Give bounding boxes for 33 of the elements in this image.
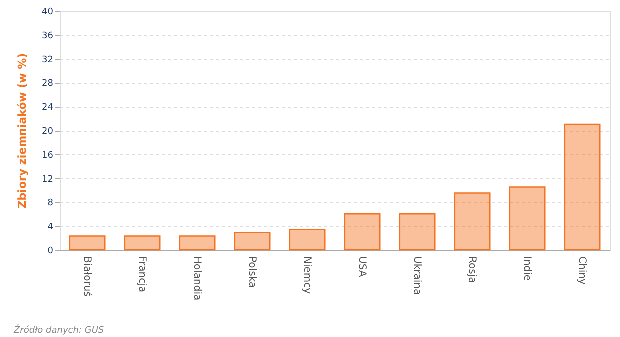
bar [124, 236, 161, 251]
y-tick-label: 40 [42, 8, 54, 18]
bar [234, 232, 271, 251]
bar [179, 236, 216, 251]
y-axis-title: Zbiory ziemniaków (w %) [16, 53, 30, 209]
bar [289, 229, 326, 251]
y-tick-label: 32 [42, 55, 54, 66]
source-note: Źródło danych: GUS [14, 326, 104, 336]
x-tick-label: Białoruś [82, 256, 94, 297]
y-tick-label: 8 [48, 198, 54, 209]
bar [344, 214, 381, 251]
bar [509, 186, 546, 251]
y-tick-label: 16 [42, 150, 54, 161]
bar [454, 192, 491, 251]
y-tick-label: 0 [48, 246, 54, 256]
y-tick-label: 4 [48, 222, 54, 233]
x-tick-label: Holandia [192, 256, 202, 301]
x-tick-label: Rosja [466, 256, 478, 284]
x-tick-label: Polska [246, 256, 258, 288]
x-tick-label: Francja [136, 256, 148, 293]
y-tick-label: 24 [42, 103, 54, 114]
y-tick-label: 28 [42, 79, 54, 90]
x-tick-label: Niemcy [302, 256, 312, 294]
x-tick-label: Ukraina [412, 256, 422, 296]
bar [564, 124, 601, 251]
bar [399, 214, 436, 251]
y-tick-label: 20 [42, 127, 54, 137]
bar [69, 236, 106, 251]
x-tick-label: Chiny [576, 256, 588, 285]
y-tick-label: 12 [42, 174, 54, 185]
x-tick-label: USA [356, 256, 368, 278]
y-tick-label: 36 [42, 31, 54, 42]
x-tick-label: Indie [522, 256, 532, 282]
